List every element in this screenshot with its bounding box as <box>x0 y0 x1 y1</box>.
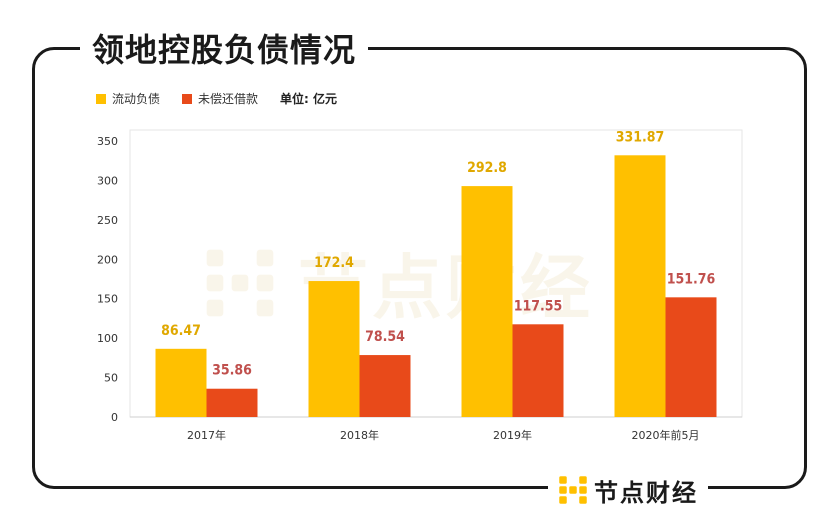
y-tick-label: 0 <box>111 411 118 424</box>
data-label: 151.76 <box>667 271 716 287</box>
x-tick-label: 2017年 <box>187 428 226 442</box>
brand-name: 节点财经 <box>594 478 698 507</box>
unit-label: 单位: 亿元 <box>280 92 338 106</box>
data-label: 331.87 <box>616 129 665 145</box>
bar-current-liabilities <box>155 348 207 417</box>
node-logo-icon <box>559 476 587 504</box>
x-tick-label: 2020年前5月 <box>632 428 700 442</box>
bar-unpaid-borrowings <box>359 355 411 417</box>
bar-current-liabilities <box>614 155 666 417</box>
x-tick-label: 2018年 <box>340 428 379 442</box>
chart-frame <box>32 47 807 489</box>
data-label: 117.55 <box>514 298 563 314</box>
bar-unpaid-borrowings <box>665 297 717 417</box>
y-tick-label: 350 <box>97 135 118 148</box>
bar-current-liabilities <box>461 186 513 417</box>
legend-label-unpaid-borrowings: 未偿还借款 <box>198 92 259 106</box>
bar-current-liabilities <box>308 281 360 417</box>
legend-item-unpaid-borrowings: 未偿还借款 <box>182 90 258 107</box>
data-label: 172.4 <box>314 255 354 271</box>
y-tick-label: 200 <box>97 253 118 266</box>
data-label: 292.8 <box>467 160 507 176</box>
unit-label-item: 单位: 亿元 <box>280 90 337 107</box>
y-tick-label: 150 <box>97 293 118 306</box>
y-tick-label: 50 <box>104 372 118 385</box>
legend-swatch-current-liabilities <box>96 93 106 104</box>
bar-unpaid-borrowings <box>206 388 258 417</box>
data-label: 35.86 <box>212 363 252 379</box>
legend-item-current-liabilities: 流动负债 <box>96 90 160 107</box>
legend-swatch-unpaid-borrowings <box>182 93 193 104</box>
x-tick-label: 2019年 <box>493 428 532 442</box>
chart-title: 领地控股负债情况 <box>92 31 357 69</box>
y-tick-label: 250 <box>97 214 118 227</box>
data-label: 86.47 <box>161 323 201 339</box>
title-container: 领地控股负债情况 <box>80 24 369 72</box>
bar-unpaid-borrowings <box>512 324 564 417</box>
legend-label-current-liabilities: 流动负债 <box>112 92 161 106</box>
brand-mark: 节点财经 <box>548 470 708 510</box>
watermark-logo-icon <box>206 249 274 316</box>
y-tick-label: 100 <box>97 332 118 345</box>
data-label: 78.54 <box>365 329 405 345</box>
legend: 流动负债 未偿还借款 单位: 亿元 <box>96 90 359 107</box>
y-tick-label: 300 <box>97 174 118 187</box>
